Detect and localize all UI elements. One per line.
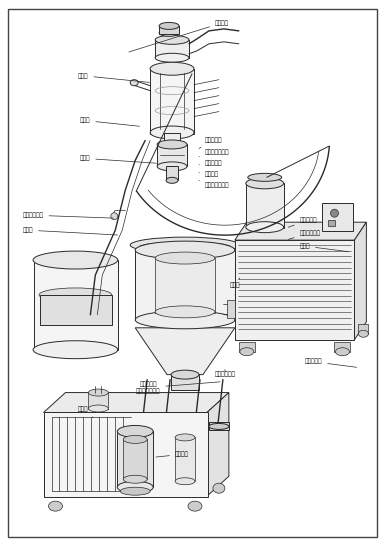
- Ellipse shape: [49, 501, 62, 511]
- Bar: [209, 423, 229, 430]
- Text: 可调节补气口: 可调节补气口: [23, 212, 114, 218]
- Bar: [40, 295, 112, 325]
- Text: 接近开关接口: 接近开关接口: [288, 230, 321, 239]
- Text: 料位计: 料位计: [230, 278, 240, 288]
- Bar: [157, 145, 187, 166]
- Polygon shape: [235, 222, 367, 240]
- Bar: [150, 69, 194, 133]
- Ellipse shape: [139, 242, 231, 252]
- Bar: [321, 203, 353, 231]
- Ellipse shape: [157, 162, 187, 171]
- Bar: [166, 166, 178, 180]
- Text: 二次过滤罐: 二次过滤罐: [288, 218, 317, 227]
- Ellipse shape: [164, 141, 180, 148]
- Ellipse shape: [159, 22, 179, 29]
- Text: 门控气缸: 门控气缸: [199, 171, 219, 177]
- Bar: [186, 423, 206, 430]
- Ellipse shape: [33, 341, 118, 358]
- Text: 电源总开关: 电源总开关: [305, 359, 357, 367]
- Ellipse shape: [33, 251, 118, 269]
- Ellipse shape: [330, 209, 338, 217]
- Bar: [123, 440, 147, 479]
- Ellipse shape: [111, 213, 118, 220]
- Bar: [117, 431, 153, 487]
- Polygon shape: [135, 328, 235, 375]
- Ellipse shape: [130, 80, 138, 85]
- Bar: [155, 40, 189, 58]
- Ellipse shape: [150, 126, 194, 139]
- Ellipse shape: [157, 140, 187, 149]
- Ellipse shape: [120, 487, 150, 495]
- Text: 重新气泵: 重新气泵: [156, 452, 189, 457]
- Bar: [33, 260, 118, 350]
- Ellipse shape: [89, 389, 108, 396]
- Ellipse shape: [117, 481, 153, 493]
- Ellipse shape: [89, 405, 108, 412]
- Ellipse shape: [213, 483, 225, 493]
- Polygon shape: [355, 222, 367, 340]
- Ellipse shape: [117, 425, 153, 437]
- Ellipse shape: [130, 237, 240, 253]
- Bar: [227, 300, 235, 318]
- Text: 吸水管: 吸水管: [23, 227, 117, 235]
- Text: 关门速度调节阀: 关门速度调节阀: [199, 180, 229, 188]
- Bar: [135, 250, 235, 320]
- Ellipse shape: [246, 222, 284, 233]
- Ellipse shape: [39, 288, 112, 302]
- Ellipse shape: [186, 423, 206, 429]
- Text: 反吹机构: 反吹机构: [129, 20, 229, 52]
- Ellipse shape: [358, 330, 368, 337]
- Bar: [155, 258, 215, 313]
- Ellipse shape: [188, 501, 202, 511]
- Bar: [133, 423, 153, 430]
- Ellipse shape: [175, 434, 195, 441]
- Ellipse shape: [335, 348, 350, 356]
- Ellipse shape: [133, 423, 153, 429]
- Bar: [164, 133, 180, 145]
- Bar: [358, 324, 368, 334]
- Ellipse shape: [156, 423, 176, 429]
- Ellipse shape: [248, 174, 282, 181]
- Ellipse shape: [123, 475, 147, 483]
- Text: 过滤减压阀
压缩空气输入端: 过滤减压阀 压缩空气输入端: [136, 381, 220, 394]
- Bar: [328, 220, 335, 226]
- Bar: [235, 240, 355, 340]
- Ellipse shape: [175, 478, 195, 485]
- Ellipse shape: [135, 241, 235, 259]
- Ellipse shape: [246, 178, 284, 189]
- Ellipse shape: [155, 252, 215, 264]
- Ellipse shape: [150, 62, 194, 75]
- Ellipse shape: [171, 370, 199, 379]
- Ellipse shape: [159, 29, 179, 36]
- Bar: [156, 423, 176, 430]
- Bar: [89, 393, 108, 409]
- Text: 真空泵排气口: 真空泵排气口: [215, 369, 236, 378]
- Polygon shape: [44, 393, 229, 412]
- Ellipse shape: [166, 177, 178, 183]
- Text: 放料门: 放料门: [80, 156, 156, 163]
- Bar: [159, 26, 179, 34]
- Ellipse shape: [135, 311, 235, 329]
- Ellipse shape: [209, 423, 229, 429]
- Bar: [175, 437, 195, 481]
- Ellipse shape: [155, 306, 215, 318]
- Ellipse shape: [123, 435, 147, 443]
- Text: 进料口: 进料口: [80, 118, 139, 126]
- Ellipse shape: [240, 348, 254, 356]
- Ellipse shape: [155, 35, 189, 44]
- Bar: [246, 183, 284, 228]
- Bar: [44, 412, 208, 497]
- Text: 开门温度调节阀: 开门温度调节阀: [199, 150, 229, 157]
- Text: 过滤器: 过滤器: [78, 73, 149, 82]
- Bar: [171, 375, 199, 390]
- Bar: [239, 342, 255, 352]
- Bar: [335, 342, 350, 352]
- Text: 开门进气管: 开门进气管: [199, 160, 223, 166]
- Text: 关门控气管: 关门控气管: [199, 138, 223, 149]
- Ellipse shape: [155, 53, 189, 62]
- Text: 反向阀: 反向阀: [78, 407, 93, 417]
- Text: 控制箱: 控制箱: [300, 243, 349, 252]
- Polygon shape: [207, 393, 229, 496]
